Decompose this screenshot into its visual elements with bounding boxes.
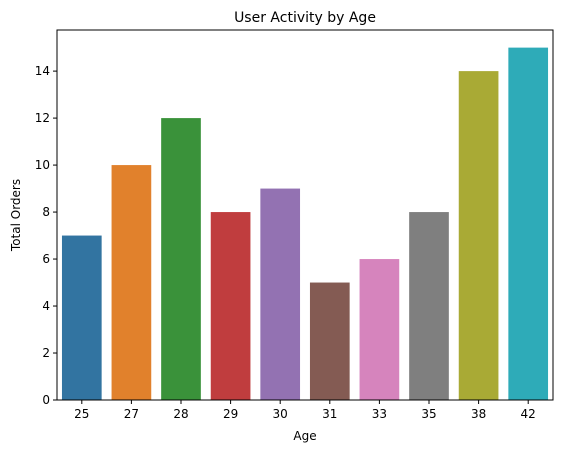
y-tick-label-10: 10: [35, 158, 50, 172]
x-axis-label: Age: [293, 429, 316, 443]
y-axis: 0 2 4 6 8 10 12 14: [35, 64, 57, 407]
bar-31: [309, 282, 350, 400]
bar-38: [458, 71, 499, 400]
x-tick-label-29: 29: [223, 407, 238, 421]
y-tick-label-4: 4: [42, 299, 50, 313]
y-axis-label: Total Orders: [9, 179, 23, 252]
y-tick-label-14: 14: [35, 64, 50, 78]
bar-35: [409, 212, 449, 400]
bar-42: [508, 47, 549, 400]
x-tick-label-30: 30: [273, 407, 288, 421]
x-tick-label-38: 38: [471, 407, 486, 421]
x-tick-label-27: 27: [124, 407, 139, 421]
bar-29: [210, 212, 251, 400]
x-axis: 25 27 28 29 30 31 33 35 38 42: [74, 400, 536, 421]
y-tick-label-8: 8: [42, 205, 50, 219]
bar-27: [111, 165, 152, 400]
plot-frame: [56, 29, 554, 401]
bar-30: [260, 188, 301, 400]
y-tick-label-0: 0: [42, 393, 50, 407]
bar-28: [161, 118, 201, 400]
bars-group: [61, 47, 549, 400]
bar-25: [61, 235, 102, 400]
x-tick-label-35: 35: [421, 407, 436, 421]
x-tick-label-25: 25: [74, 407, 89, 421]
y-tick-label-6: 6: [42, 252, 50, 266]
y-tick-label-2: 2: [42, 346, 50, 360]
x-tick-label-42: 42: [521, 407, 536, 421]
x-tick-label-33: 33: [372, 407, 387, 421]
chart-title: User Activity by Age: [234, 10, 376, 26]
x-tick-label-28: 28: [173, 407, 188, 421]
bar-33: [359, 259, 400, 400]
y-tick-label-12: 12: [35, 111, 50, 125]
x-tick-label-31: 31: [322, 407, 337, 421]
